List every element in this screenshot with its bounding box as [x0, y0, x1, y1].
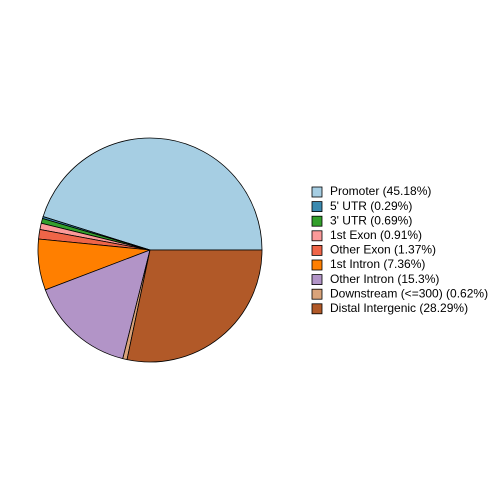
legend-label: Distal Intergenic (28.29%): [330, 301, 468, 315]
legend-label: 3' UTR (0.69%): [330, 213, 412, 227]
pie-slice: [42, 137, 263, 251]
legend-swatch: [311, 186, 323, 198]
legend-swatch: [311, 201, 323, 213]
legend-label: Other Exon (1.37%): [330, 243, 436, 257]
pie-slice: [44, 249, 151, 360]
legend-swatch: [311, 303, 323, 315]
legend-label: Other Intron (15.3%): [330, 272, 439, 286]
legend-label: Downstream (<=300) (0.62%): [330, 286, 488, 300]
legend-swatch: [311, 259, 323, 271]
legend-label: 5' UTR (0.29%): [330, 199, 412, 213]
legend-swatch: [311, 244, 323, 256]
legend-swatch: [311, 230, 323, 242]
legend-swatch: [311, 274, 323, 286]
legend-label: 1st Exon (0.91%): [330, 228, 422, 242]
legend-label: 1st Intron (7.36%): [330, 257, 425, 271]
legend-swatch: [311, 288, 323, 300]
legend-label: Promoter (45.18%): [330, 184, 431, 198]
pie-slice: [126, 249, 263, 363]
legend-swatch: [311, 215, 323, 227]
